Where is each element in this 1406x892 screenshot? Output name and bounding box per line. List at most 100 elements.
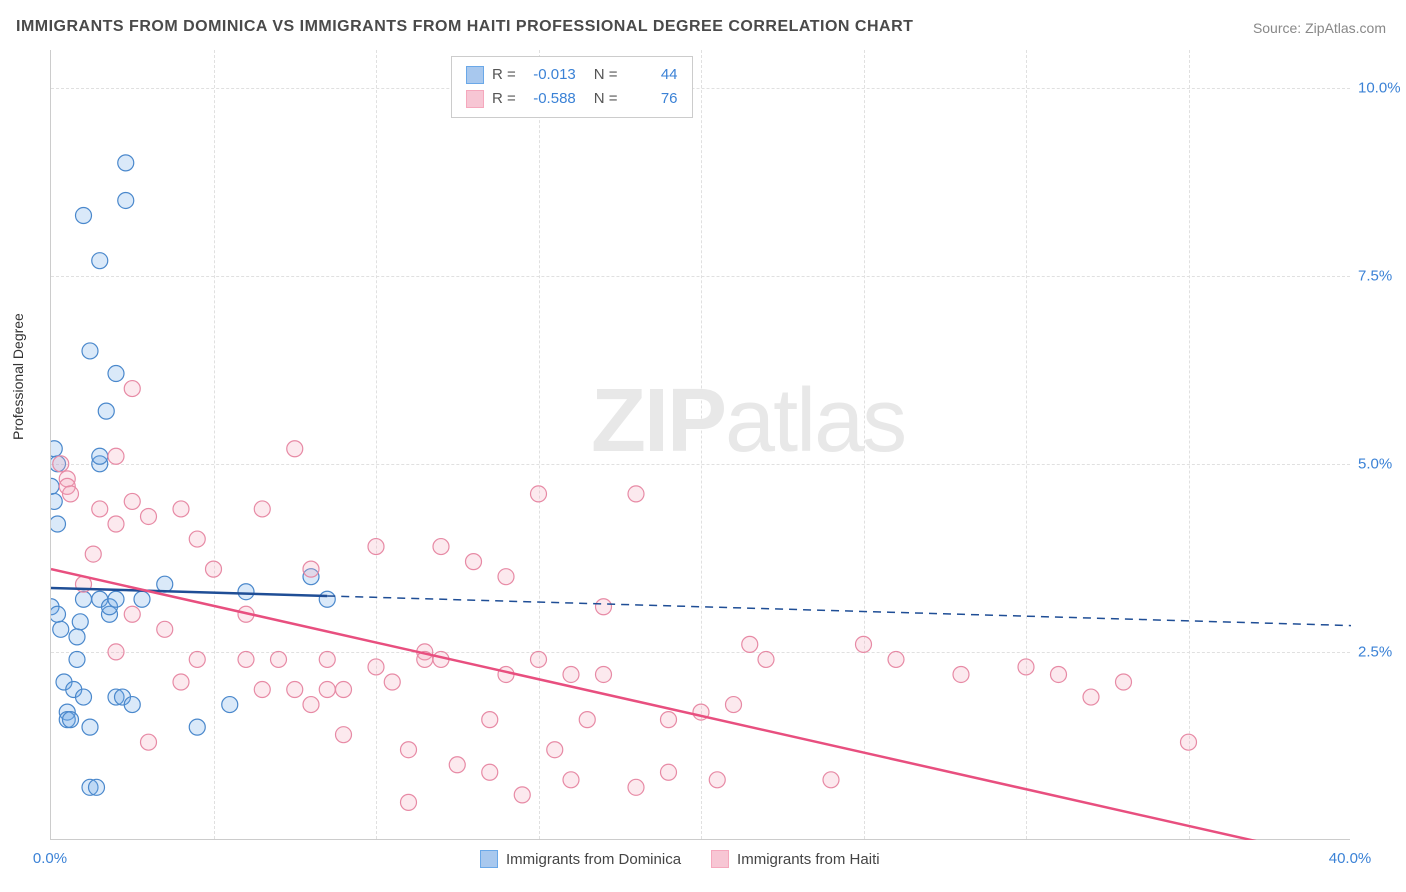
stat-r-value: -0.013 bbox=[524, 63, 576, 87]
data-point-haiti bbox=[368, 659, 384, 675]
data-point-haiti bbox=[384, 674, 400, 690]
data-point-haiti bbox=[628, 486, 644, 502]
x-tick-label: 0.0% bbox=[33, 850, 67, 867]
data-point-haiti bbox=[482, 764, 498, 780]
data-point-dominica bbox=[98, 403, 114, 419]
data-point-haiti bbox=[319, 651, 335, 667]
data-point-dominica bbox=[69, 629, 85, 645]
data-point-dominica bbox=[92, 448, 108, 464]
data-point-haiti bbox=[596, 666, 612, 682]
data-point-dominica bbox=[89, 779, 105, 795]
data-point-haiti bbox=[823, 772, 839, 788]
legend-label: Immigrants from Dominica bbox=[506, 851, 681, 868]
data-point-dominica bbox=[108, 366, 124, 382]
data-point-haiti bbox=[124, 493, 140, 509]
data-point-dominica bbox=[118, 192, 134, 208]
data-point-dominica bbox=[72, 614, 88, 630]
y-tick-label: 5.0% bbox=[1358, 455, 1392, 472]
y-axis-label: Professional Degree bbox=[10, 313, 26, 440]
data-point-dominica bbox=[82, 343, 98, 359]
stat-r-label: R = bbox=[492, 63, 516, 87]
y-tick-label: 10.0% bbox=[1358, 79, 1401, 96]
data-point-haiti bbox=[401, 742, 417, 758]
data-point-dominica bbox=[76, 208, 92, 224]
data-point-haiti bbox=[173, 501, 189, 517]
data-point-haiti bbox=[1051, 666, 1067, 682]
data-point-haiti bbox=[709, 772, 725, 788]
data-point-haiti bbox=[498, 666, 514, 682]
data-point-haiti bbox=[336, 682, 352, 698]
data-point-haiti bbox=[287, 682, 303, 698]
data-point-dominica bbox=[51, 478, 59, 494]
data-point-haiti bbox=[63, 486, 79, 502]
data-point-haiti bbox=[287, 441, 303, 457]
data-point-haiti bbox=[888, 651, 904, 667]
data-point-haiti bbox=[1116, 674, 1132, 690]
data-point-haiti bbox=[189, 531, 205, 547]
data-point-haiti bbox=[1018, 659, 1034, 675]
data-point-haiti bbox=[173, 674, 189, 690]
data-point-haiti bbox=[498, 569, 514, 585]
stat-n-value: 76 bbox=[626, 87, 678, 111]
data-point-haiti bbox=[53, 456, 69, 472]
data-point-haiti bbox=[482, 712, 498, 728]
data-point-haiti bbox=[108, 448, 124, 464]
stat-n-label: N = bbox=[594, 63, 618, 87]
data-point-haiti bbox=[141, 734, 157, 750]
data-point-dominica bbox=[222, 697, 238, 713]
data-point-haiti bbox=[85, 546, 101, 562]
x-tick-label: 40.0% bbox=[1329, 850, 1372, 867]
data-point-haiti bbox=[758, 651, 774, 667]
data-point-haiti bbox=[547, 742, 563, 758]
data-point-haiti bbox=[661, 712, 677, 728]
data-point-haiti bbox=[433, 539, 449, 555]
data-point-haiti bbox=[157, 621, 173, 637]
legend-swatch bbox=[480, 850, 498, 868]
legend-swatch bbox=[711, 850, 729, 868]
data-point-haiti bbox=[108, 516, 124, 532]
data-point-haiti bbox=[124, 606, 140, 622]
trend-line-dashed-dominica bbox=[327, 596, 1351, 626]
data-point-dominica bbox=[69, 651, 85, 667]
data-point-haiti bbox=[531, 486, 547, 502]
data-point-haiti bbox=[466, 554, 482, 570]
legend-swatch bbox=[466, 66, 484, 84]
data-point-haiti bbox=[124, 381, 140, 397]
chart-title: IMMIGRANTS FROM DOMINICA VS IMMIGRANTS F… bbox=[16, 18, 913, 36]
stat-n-label: N = bbox=[594, 87, 618, 111]
data-point-haiti bbox=[514, 787, 530, 803]
data-point-haiti bbox=[141, 508, 157, 524]
legend-item: Immigrants from Dominica bbox=[480, 850, 681, 868]
data-point-haiti bbox=[401, 794, 417, 810]
data-point-haiti bbox=[953, 666, 969, 682]
stat-legend-row: R = -0.588 N = 76 bbox=[466, 87, 678, 111]
data-point-dominica bbox=[76, 689, 92, 705]
data-point-dominica bbox=[157, 576, 173, 592]
data-point-haiti bbox=[563, 772, 579, 788]
data-point-dominica bbox=[108, 591, 124, 607]
y-tick-label: 2.5% bbox=[1358, 643, 1392, 660]
data-point-haiti bbox=[108, 644, 124, 660]
data-point-haiti bbox=[206, 561, 222, 577]
data-point-dominica bbox=[238, 584, 254, 600]
data-point-haiti bbox=[726, 697, 742, 713]
data-point-dominica bbox=[63, 712, 79, 728]
data-point-dominica bbox=[82, 719, 98, 735]
data-point-dominica bbox=[51, 606, 66, 622]
data-point-haiti bbox=[856, 636, 872, 652]
bottom-legend: Immigrants from DominicaImmigrants from … bbox=[480, 850, 880, 868]
data-point-haiti bbox=[449, 757, 465, 773]
plot-area: ZIPatlas R =-0.013N =44R =-0.588N =76 bbox=[50, 50, 1350, 840]
data-point-haiti bbox=[1083, 689, 1099, 705]
data-point-haiti bbox=[563, 666, 579, 682]
source-label: Source: ZipAtlas.com bbox=[1253, 20, 1386, 36]
data-point-haiti bbox=[189, 651, 205, 667]
data-point-haiti bbox=[303, 697, 319, 713]
data-point-haiti bbox=[254, 682, 270, 698]
scatter-plot bbox=[51, 50, 1351, 840]
stat-legend-row: R =-0.013N =44 bbox=[466, 63, 678, 87]
data-point-haiti bbox=[238, 651, 254, 667]
stat-r-value: -0.588 bbox=[524, 87, 576, 111]
data-point-haiti bbox=[92, 501, 108, 517]
stat-r-label: R = bbox=[492, 87, 516, 111]
